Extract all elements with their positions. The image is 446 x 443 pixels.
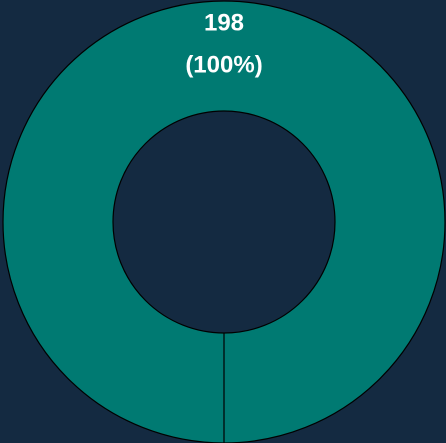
percentage-label: (100%) (185, 51, 262, 78)
value-label: 198 (204, 9, 244, 36)
